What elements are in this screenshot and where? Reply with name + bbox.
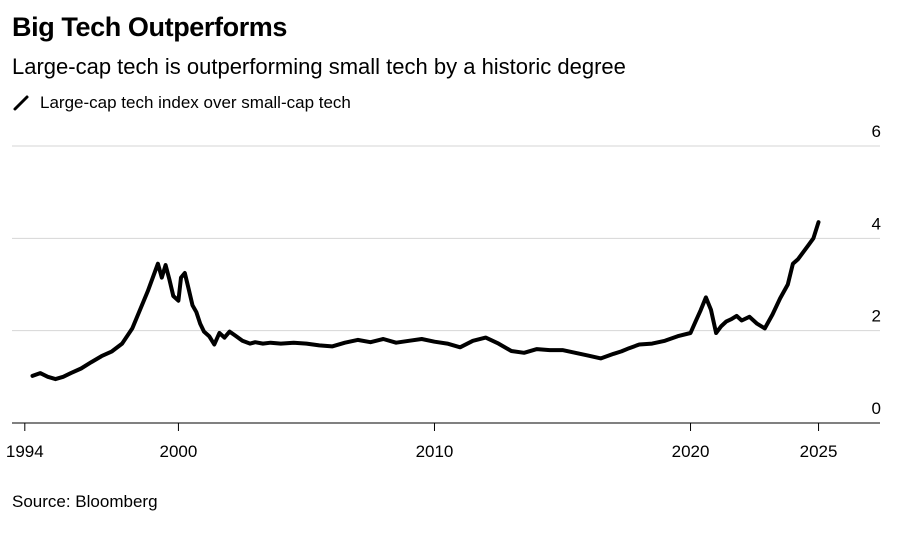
y-tick-label-2: 2 xyxy=(872,307,881,326)
chart-subtitle: Large-cap tech is outperforming small te… xyxy=(12,54,626,79)
series-layer xyxy=(30,220,821,382)
legend-line-swatch-icon xyxy=(13,95,29,111)
y-tick-labels: 0 2 4 6 xyxy=(872,122,881,418)
y-tick-label-0: 0 xyxy=(872,399,881,418)
x-tick-label-1994: 1994 xyxy=(6,442,44,461)
source-note: Source: Bloomberg xyxy=(12,492,158,511)
chart-title: Big Tech Outperforms xyxy=(12,12,288,42)
y-tick-label-4: 4 xyxy=(872,214,881,233)
grid-lines xyxy=(12,145,880,332)
y-tick-label-6: 6 xyxy=(872,122,881,141)
x-tick-label-2000: 2000 xyxy=(160,442,198,461)
legend: Large-cap tech index over small-cap tech xyxy=(12,92,351,114)
x-tick-label-2010: 2010 xyxy=(416,442,454,461)
x-tick-labels: 1994 2000 2010 2020 2025 xyxy=(6,423,838,461)
series-line-0 xyxy=(30,220,821,382)
x-tick-label-2025: 2025 xyxy=(800,442,838,461)
x-tick-label-2020: 2020 xyxy=(672,442,710,461)
legend-label: Large-cap tech index over small-cap tech xyxy=(40,93,351,112)
